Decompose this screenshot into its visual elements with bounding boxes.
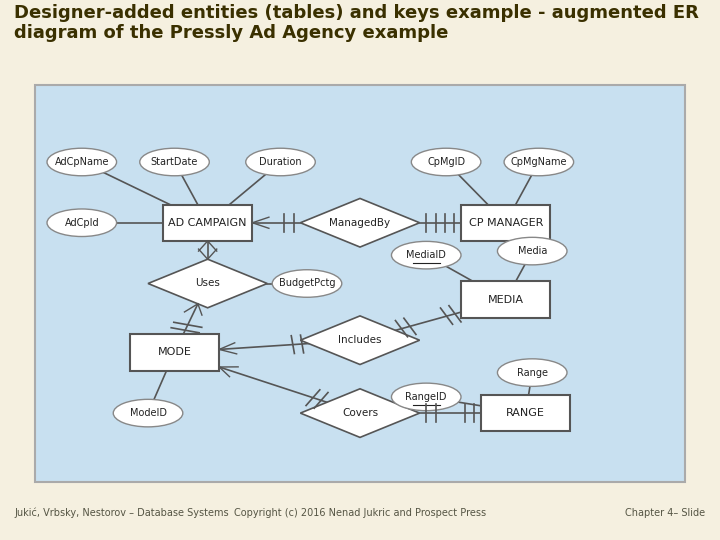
Text: StartDate: StartDate (151, 157, 198, 167)
Text: Covers: Covers (342, 408, 378, 418)
Text: RANGE: RANGE (506, 408, 545, 418)
Text: CP MANAGER: CP MANAGER (469, 218, 543, 228)
Text: Jukić, Vrbsky, Nestorov – Database Systems: Jukić, Vrbsky, Nestorov – Database Syste… (14, 508, 229, 518)
Text: Copyright (c) 2016 Nenad Jukric and Prospect Press: Copyright (c) 2016 Nenad Jukric and Pros… (234, 508, 486, 518)
FancyBboxPatch shape (163, 205, 253, 241)
Polygon shape (148, 259, 267, 308)
Text: CpMgID: CpMgID (427, 157, 465, 167)
FancyBboxPatch shape (461, 281, 551, 318)
FancyBboxPatch shape (35, 85, 685, 482)
Ellipse shape (392, 241, 461, 269)
Text: Range: Range (517, 368, 548, 377)
Text: Chapter 4– Slide: Chapter 4– Slide (626, 508, 706, 518)
Polygon shape (300, 316, 420, 364)
Text: Duration: Duration (259, 157, 302, 167)
Ellipse shape (113, 400, 183, 427)
Text: BudgetPctg: BudgetPctg (279, 279, 336, 288)
Text: AdCpName: AdCpName (55, 157, 109, 167)
FancyBboxPatch shape (481, 395, 570, 431)
Text: Uses: Uses (195, 279, 220, 288)
Ellipse shape (272, 270, 342, 297)
Text: MediaID: MediaID (406, 250, 446, 260)
Ellipse shape (47, 148, 117, 176)
Ellipse shape (392, 383, 461, 410)
Ellipse shape (140, 148, 210, 176)
Ellipse shape (504, 148, 574, 176)
Text: Includes: Includes (338, 335, 382, 345)
Text: Designer-added entities (tables) and keys example - augmented ER
diagram of the : Designer-added entities (tables) and key… (14, 4, 699, 43)
Text: AD CAMPAIGN: AD CAMPAIGN (168, 218, 247, 228)
Text: MEDIA: MEDIA (487, 295, 523, 305)
Ellipse shape (498, 238, 567, 265)
Text: AdCpId: AdCpId (65, 218, 99, 228)
Ellipse shape (498, 359, 567, 387)
Ellipse shape (47, 209, 117, 237)
Text: Media: Media (518, 246, 547, 256)
FancyBboxPatch shape (130, 334, 220, 370)
Ellipse shape (246, 148, 315, 176)
Polygon shape (300, 198, 420, 247)
Ellipse shape (411, 148, 481, 176)
FancyBboxPatch shape (461, 205, 551, 241)
Text: ModeID: ModeID (130, 408, 166, 418)
Text: ManagedBy: ManagedBy (330, 218, 390, 228)
Polygon shape (300, 389, 420, 437)
Text: MODE: MODE (158, 347, 192, 357)
Text: CpMgName: CpMgName (510, 157, 567, 167)
Text: RangeID: RangeID (405, 392, 447, 402)
